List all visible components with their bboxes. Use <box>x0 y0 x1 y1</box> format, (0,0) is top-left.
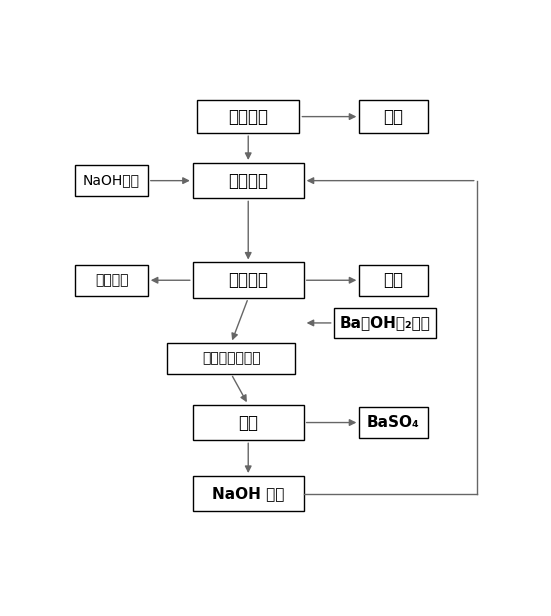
Text: 中和反应: 中和反应 <box>228 172 268 190</box>
Bar <box>193 405 304 440</box>
Text: 一次沉淀: 一次沉淀 <box>228 108 268 126</box>
Text: BaSO₄: BaSO₄ <box>367 415 420 430</box>
Text: 硫酸根沉淀反应: 硫酸根沉淀反应 <box>202 352 261 365</box>
Bar <box>167 343 295 374</box>
Bar <box>359 407 428 438</box>
Bar <box>75 265 148 296</box>
Bar <box>193 476 304 511</box>
Text: 沉淀: 沉淀 <box>238 413 258 432</box>
Bar <box>75 165 148 196</box>
Text: 絮凝沉淀: 絮凝沉淀 <box>228 271 268 290</box>
Bar <box>359 265 428 296</box>
Bar <box>334 307 436 338</box>
Text: NaOH 溶液: NaOH 溶液 <box>212 486 284 501</box>
Text: NaOH溶液: NaOH溶液 <box>83 174 140 188</box>
Text: 铅泥: 铅泥 <box>383 108 403 126</box>
Bar <box>193 163 304 198</box>
Text: Ba（OH）₂溶液: Ba（OH）₂溶液 <box>339 315 430 330</box>
Text: 铅泥: 铅泥 <box>383 271 403 290</box>
Bar <box>197 100 300 133</box>
Text: 清水回用: 清水回用 <box>95 274 128 287</box>
Bar <box>193 262 304 298</box>
Bar <box>359 100 428 133</box>
